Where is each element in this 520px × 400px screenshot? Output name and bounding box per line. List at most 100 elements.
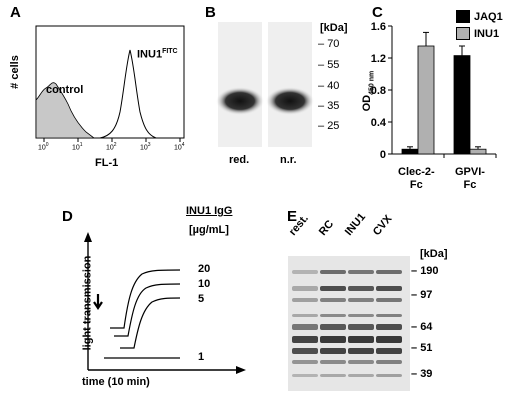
panel-a-frame — [35, 25, 185, 139]
panel-a-control-label: control — [46, 84, 84, 96]
panel-c-ytick-label-4: 1.6 — [371, 21, 386, 33]
panel-a-letter: A — [10, 4, 21, 21]
panel-e-band — [376, 298, 402, 302]
panel-a-xtick-2: 102 — [106, 142, 117, 152]
panel-e-band — [376, 286, 402, 291]
panel-e-marker-51: – 51 — [411, 342, 433, 354]
panel-e-marker-97: – 97 — [411, 289, 433, 301]
panel-e-lane-cvx: CVX — [370, 212, 395, 238]
panel-e-blot — [288, 256, 410, 391]
panel-a-xtick-3: 103 — [140, 142, 151, 152]
panel-b-band-2 — [266, 87, 314, 115]
panel-e-band — [292, 374, 318, 377]
panel-b-blot — [216, 22, 314, 147]
panel-c-legend-inu1-label: INU1 — [474, 27, 500, 40]
panel-e-band — [320, 374, 346, 377]
panel-e-band — [320, 360, 346, 364]
panel-c-legend-jaq1-swatch — [456, 10, 470, 23]
panel-c-ytick-label-2: 0.8 — [371, 85, 386, 97]
panel-d-trace-label-5: 5 — [198, 293, 205, 305]
panel-c-ytick-label-0: 0 — [380, 149, 386, 161]
panel-e-band — [292, 360, 318, 364]
panel-e-band — [348, 348, 374, 354]
panel-e-band — [292, 298, 318, 302]
panel-b-lane-label-red: red. — [229, 154, 250, 166]
panel-d-trace-10 — [114, 283, 181, 337]
panel-e-unit: [kDa] — [420, 248, 448, 260]
panel-d-x-arrowhead — [236, 366, 246, 374]
panel-e-band — [376, 324, 402, 330]
panel-e-band — [376, 360, 402, 364]
panel-c-legend-inu1-swatch — [456, 27, 470, 40]
panel-e-band — [292, 336, 318, 343]
panel-a-xtick-1: 101 — [72, 142, 83, 152]
panel-e-marker-39: – 39 — [411, 368, 433, 380]
panel-d-trace-label-20: 20 — [198, 263, 211, 275]
panel-c-category-2-line2: Fc — [463, 179, 477, 191]
panel-b-letter: B — [205, 4, 216, 21]
panel-e-marker-190: – 190 — [411, 265, 439, 277]
panel-d-letter: D — [62, 208, 73, 225]
panel-e-marker-64: – 64 — [411, 321, 433, 333]
panel-c-category-1: Clec-2- Fc — [398, 166, 435, 192]
panel-b-marker-70: – 70 — [318, 38, 340, 50]
panel-a-xlabel: FL-1 — [95, 157, 119, 169]
panel-e-band — [292, 314, 318, 317]
panel-b-lane-1-bg — [218, 22, 262, 147]
panel-e-band — [376, 314, 402, 317]
panel-e-band — [292, 348, 318, 354]
panel-a-inu1-sup: FITC — [162, 48, 178, 55]
panel-a-ylabel: # cells — [8, 55, 21, 89]
panel-e-lane-labels: rest. RC INU1 CVX — [287, 210, 426, 250]
panel-b-lane-label-nr: n.r. — [280, 154, 297, 166]
panel-e-band — [376, 336, 402, 343]
panel-a-inu1-label: INU1FITC — [137, 48, 178, 61]
panel-e-band — [348, 298, 374, 302]
panel-d-trace-label-1: 1 — [198, 351, 205, 363]
panel-e-band — [376, 270, 402, 274]
panel-c-ytick-label-1: 0.4 — [371, 117, 387, 129]
panel-e-band — [320, 324, 346, 330]
panel-e-band — [320, 348, 346, 354]
panel-e-band — [348, 336, 374, 343]
panel-d-unit: [µg/mL] — [189, 224, 229, 236]
panel-c-category-1-line1: Clec-2- — [398, 166, 435, 178]
panel-c-bar-jaq1-0 — [401, 148, 419, 155]
panel-e-letter: E — [287, 208, 298, 225]
panel-c-chart: 0 0.4 0.8 1.2 1.6 — [371, 21, 497, 161]
panel-d-trace-20 — [110, 269, 181, 329]
panel-d-traces — [84, 232, 246, 374]
panel-a-inu1-text: INU1 — [137, 48, 163, 61]
panel-c-bar-jaq1-1 — [453, 55, 471, 155]
panel-e-band — [348, 324, 374, 330]
panel-c-legend-jaq1-label: JAQ1 — [474, 10, 503, 23]
panel-c-legend: JAQ1 INU1 — [456, 10, 503, 40]
panel-e-band — [320, 314, 346, 317]
panel-e-band — [292, 324, 318, 330]
panel-a-xtick-labels: 100 101 102 103 104 — [30, 142, 200, 154]
panel-a-control-curve — [35, 82, 96, 139]
panel-e-band — [320, 336, 346, 343]
panel-d-title: INU1 IgG — [186, 205, 233, 217]
panel-e-band — [320, 298, 346, 302]
panel-c-category-2-line1: GPVI- — [455, 166, 485, 178]
panel-e-band — [292, 270, 318, 274]
panel-b-marker-35: – 35 — [318, 100, 340, 112]
panel-a-inu1-curve — [99, 49, 157, 139]
panel-a-xtick-0: 100 — [38, 142, 49, 152]
panel-d-trace-label-10: 10 — [198, 278, 211, 290]
panel-d-xlabel: time (10 min) — [82, 376, 150, 388]
panel-b-marker-55: – 55 — [318, 59, 340, 71]
panel-e-band — [320, 270, 346, 274]
panel-c-bar-inu1-1 — [469, 148, 487, 155]
panel-c-letter: C — [372, 4, 383, 21]
panel-d-y-arrowhead — [84, 232, 92, 242]
panel-e-band — [348, 314, 374, 317]
panel-e-band — [376, 374, 402, 377]
panel-e-lane-rc: RC — [316, 218, 337, 238]
panel-e-band — [348, 286, 374, 291]
panel-b-lane-2-bg — [268, 22, 312, 147]
panel-e-band — [348, 360, 374, 364]
panel-c-legend-jaq1: JAQ1 — [456, 10, 503, 23]
panel-e-band — [348, 374, 374, 377]
